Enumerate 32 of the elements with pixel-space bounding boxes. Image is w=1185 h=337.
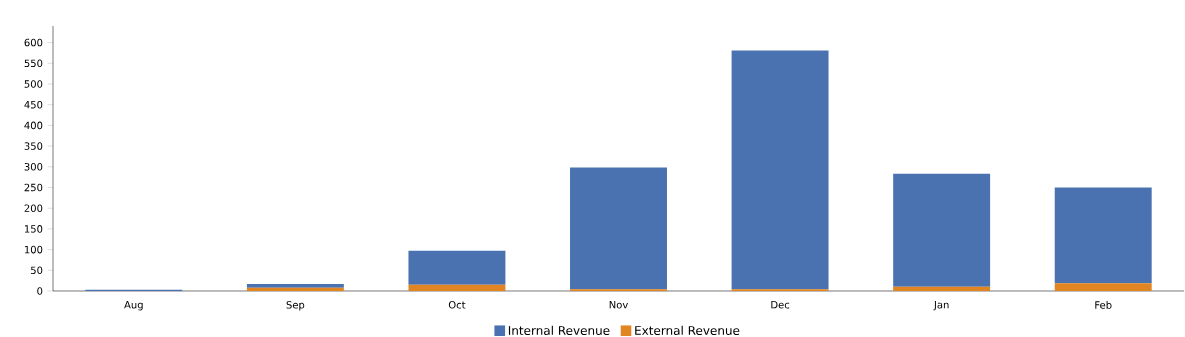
bar [408, 250, 506, 285]
bar [893, 173, 991, 287]
y-tick-label: 50 [31, 266, 43, 275]
y-tick-label: 600 [24, 38, 43, 47]
y-tick-label: 450 [24, 100, 43, 109]
y-tick-label: 100 [24, 245, 43, 254]
x-tick-label: Aug [124, 301, 143, 311]
y-tick-label: 0 [37, 287, 43, 295]
x-tick-label: Sep [286, 301, 305, 311]
bar [246, 287, 344, 291]
y-tick-label: 150 [24, 225, 43, 233]
y-tick-label: 250 [24, 183, 43, 192]
y-tick-label: 350 [24, 142, 43, 150]
x-tick-label: Jan [933, 301, 949, 311]
x-tick-label: Oct [448, 301, 466, 309]
bar [246, 283, 344, 288]
y-tick-label: 500 [24, 80, 43, 88]
x-tick-label: Nov [609, 301, 628, 309]
bar [408, 284, 506, 291]
bar [1054, 187, 1152, 284]
legend-label: Internal Revenue [508, 325, 610, 336]
bar [570, 167, 667, 290]
x-tick-label: Dec [771, 301, 790, 309]
legend-label: External Revenue [635, 325, 740, 336]
x-tick-label: Feb [1095, 301, 1112, 309]
bar [1054, 283, 1152, 291]
y-tick-label: 200 [24, 204, 43, 212]
bar [893, 286, 991, 291]
y-tick-label: 300 [24, 163, 43, 171]
y-tick-label: 400 [24, 121, 43, 130]
bar [731, 50, 829, 290]
y-tick-label: 550 [24, 59, 43, 68]
